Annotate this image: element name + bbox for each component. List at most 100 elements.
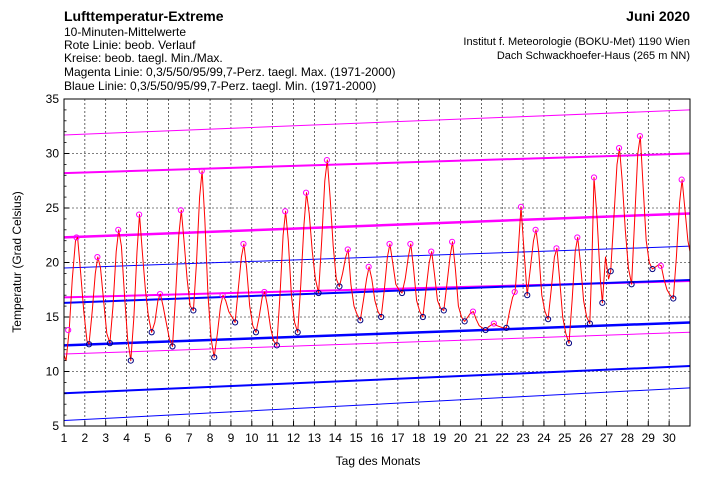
daily-max-circle [156,291,164,298]
daily-min-circle [482,326,489,334]
y-tick-label: 5 [52,419,59,433]
daily-max-circle [177,207,184,214]
station-label: Dach Schwackhoefer-Haus (265 m NN) [496,50,690,62]
y-tick-label: 10 [46,365,60,379]
x-tick-label: 23 [516,431,530,445]
y-tick-label: 35 [46,92,60,106]
daily-max-circle [65,326,72,334]
x-tick-label: 22 [496,431,510,445]
x-tick-label: 26 [579,431,593,445]
month-label: Juni 2020 [626,8,690,24]
daily-max-circle [386,240,393,248]
daily-max-circle [261,288,268,296]
daily-min-circle [628,281,635,288]
daily-max-circle [365,263,372,270]
daily-min-circle [461,318,468,325]
daily-max-circle [517,203,525,211]
x-tick-label: 12 [287,431,301,445]
x-tick-label: 25 [558,431,572,445]
daily-max-circle [302,189,310,196]
x-tick-label: 27 [600,431,614,445]
daily-max-circle [490,320,497,327]
x-tick-label: 18 [412,431,426,445]
daily-min-circle [378,313,385,321]
daily-min-circle [670,295,677,302]
daily-min-circle [649,265,656,273]
legend-observed: Rote Linie: beob. Verlauf [64,38,196,52]
daily-max-circle [553,245,560,252]
daily-max-circle [115,226,122,233]
x-tick-label: 14 [329,431,343,445]
y-tick-label: 20 [46,256,60,270]
daily-min-circle [545,316,552,323]
x-tick-label: 19 [433,431,447,445]
daily-max-circle [532,226,539,233]
daily-max-circle [344,246,351,253]
min-percentile-line [63,387,691,422]
max-percentile-line [63,109,691,136]
daily-max-circle [323,156,331,164]
x-tick-label: 8 [207,431,214,445]
x-tick-label: 13 [308,431,322,445]
x-tick-label: 15 [349,431,363,445]
daily-min-circle [127,357,134,364]
daily-min-circle [148,329,155,336]
daily-max-circle [615,144,623,152]
daily-min-circle [357,317,364,324]
x-tick-label: 3 [102,431,109,445]
y-tick-label: 30 [46,147,60,161]
daily-min-circle [169,343,176,350]
x-tick-label: 21 [475,431,489,445]
subtitle-averages: 10-Minuten-Mittelwerte [64,25,187,39]
daily-min-circle [315,289,322,297]
x-tick-label: 29 [642,431,656,445]
institute-label: Institut f. Meteorologie (BOKU-Met) 1190… [463,36,690,48]
daily-max-circle [198,167,205,175]
daily-min-circle [336,283,343,290]
daily-max-circle [407,240,414,248]
daily-min-circle [398,289,406,297]
daily-min-circle [503,324,510,331]
daily-min-circle [599,299,606,306]
x-tick-label: 24 [537,431,551,445]
x-tick-label: 10 [245,431,259,445]
daily-max-circle [428,248,435,255]
daily-max-circle [449,238,456,245]
y-axis-label: Temperatur (Grad Celsius) [10,191,24,332]
min-percentile-line [63,321,691,347]
daily-min-circle [565,340,573,347]
x-tick-label: 6 [165,431,172,445]
daily-max-circle [219,292,226,299]
daily-max-circle [136,211,143,218]
daily-min-circle [190,307,197,314]
legend-circles: Kreise: beob. taegl. Min./Max. [64,51,223,65]
min-percentile-line [63,365,691,395]
x-tick-label: 16 [370,431,384,445]
daily-min-circle [607,268,614,275]
daily-max-circle [657,262,664,269]
x-tick-label: 4 [123,431,130,445]
daily-max-circle [282,208,289,215]
plot-frame [63,98,691,427]
x-tick-label: 2 [82,431,89,445]
daily-min-circle [419,313,427,321]
daily-max-circle [73,234,80,241]
daily-max-circle [511,288,518,296]
x-tick-label: 28 [621,431,635,445]
daily-min-circle [232,319,239,326]
x-tick-label: 20 [454,431,468,445]
x-tick-label: 7 [186,431,193,445]
daily-max-circle [240,240,247,248]
x-tick-label: 1 [61,431,68,445]
x-tick-label: 9 [228,431,235,445]
daily-min-circle [524,292,531,299]
max-percentile-line [63,152,691,175]
daily-min-circle [106,340,114,347]
max-percentile-line [63,212,691,239]
daily-max-circle [636,132,644,140]
daily-min-circle [211,354,218,361]
chart-title: Lufttemperatur-Extreme [64,8,224,24]
x-tick-label: 11 [266,431,279,445]
daily-min-circle [252,329,260,336]
